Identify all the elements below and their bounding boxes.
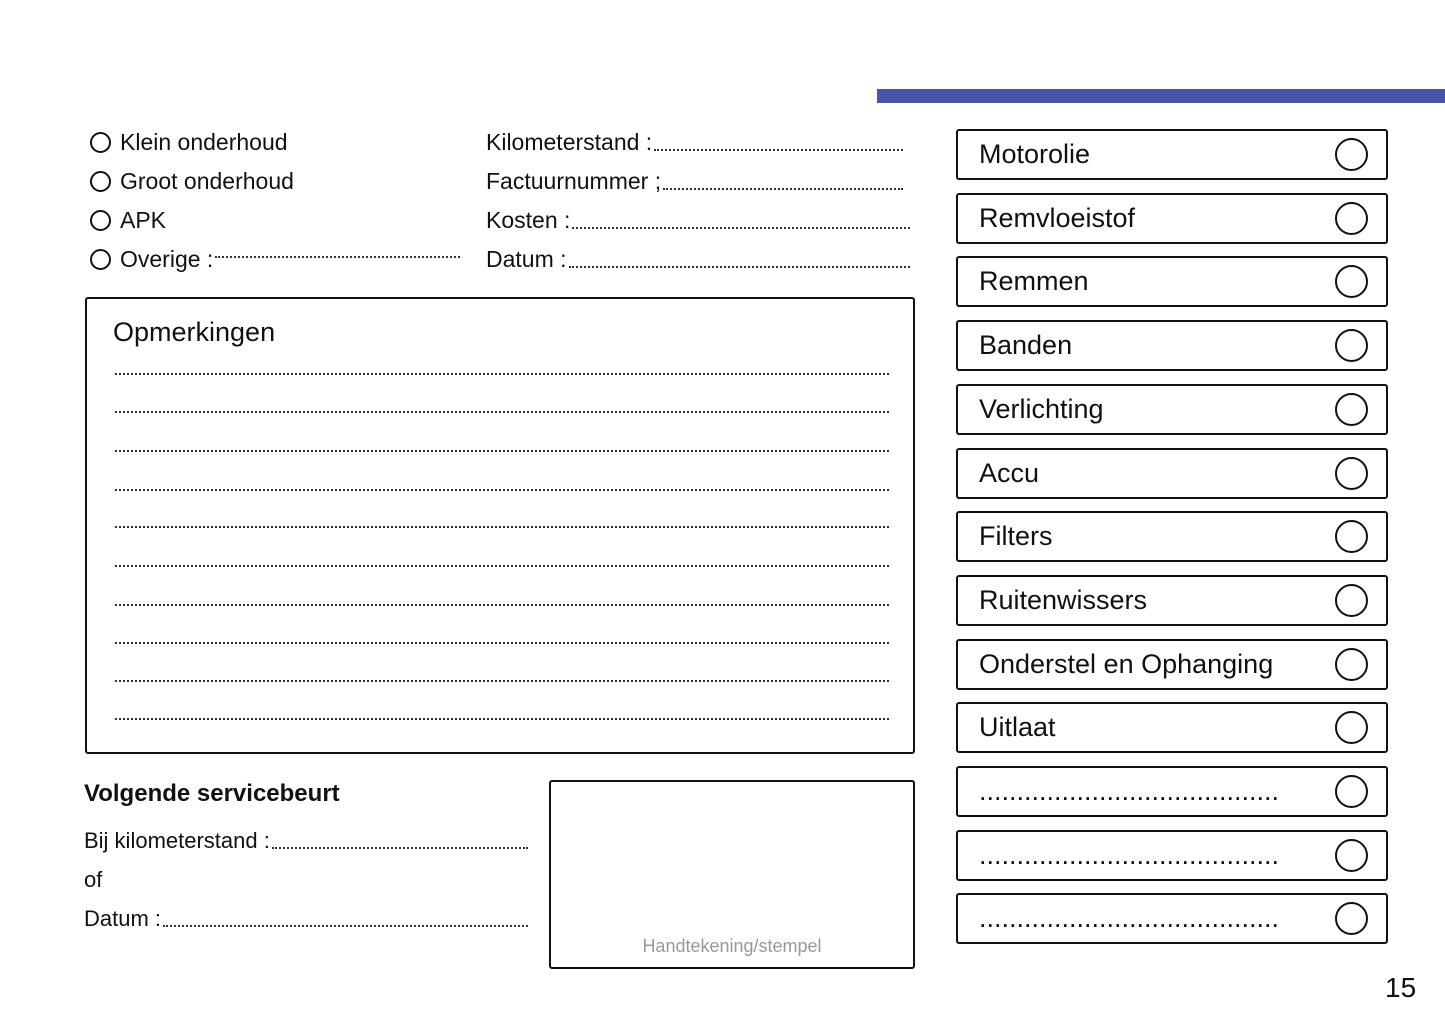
checkbox-circle-icon[interactable] bbox=[1335, 265, 1368, 299]
remarks-line[interactable] bbox=[115, 450, 889, 452]
remarks-line[interactable] bbox=[115, 680, 889, 682]
checklist-label: Remmen bbox=[979, 266, 1089, 297]
checklist-label: Uitlaat bbox=[979, 712, 1056, 743]
checklist-item[interactable]: Verlichting bbox=[956, 383, 1388, 435]
checklist-item[interactable]: Onderstel en Ophanging bbox=[956, 638, 1388, 690]
signature-box[interactable]: Handtekening/stempel bbox=[549, 780, 915, 969]
checkbox-circle-icon[interactable] bbox=[1335, 711, 1368, 745]
field-input-line[interactable] bbox=[654, 149, 903, 151]
checklist-item[interactable]: Ruitenwissers bbox=[956, 574, 1388, 626]
checkbox-circle-icon[interactable] bbox=[1335, 775, 1368, 808]
next-km-input-line[interactable] bbox=[271, 847, 528, 849]
remarks-line[interactable] bbox=[115, 604, 889, 606]
checklist-label: Motorolie bbox=[979, 139, 1091, 169]
checkbox-circle-icon[interactable] bbox=[1335, 201, 1368, 235]
field-datum: Datum : bbox=[486, 245, 910, 273]
option-label: APK bbox=[120, 206, 167, 233]
option-label: Klein onderhoud bbox=[120, 128, 288, 155]
checklist-item[interactable]: Motorolie bbox=[956, 129, 1388, 180]
checklist-label: Remvloeistof bbox=[979, 202, 1136, 233]
checklist-item[interactable]: ........................................ bbox=[956, 893, 1388, 945]
field-input-line[interactable] bbox=[663, 188, 903, 190]
option-label: Overige : bbox=[120, 245, 214, 272]
remarks-line[interactable] bbox=[115, 718, 889, 720]
checklist-label: Accu bbox=[979, 457, 1040, 488]
remarks-line[interactable] bbox=[115, 526, 889, 528]
field-label: Kilometerstand : bbox=[486, 129, 653, 155]
checkbox-circle-icon[interactable] bbox=[1335, 392, 1368, 426]
option-groot-onderhoud[interactable]: Groot onderhoud bbox=[90, 167, 294, 195]
checkbox-circle-icon[interactable] bbox=[1335, 456, 1368, 490]
header-accent-bar bbox=[877, 89, 1445, 103]
checklist-label: ........................................ bbox=[979, 839, 1280, 870]
field-label: Factuurnummer ; bbox=[486, 168, 662, 194]
checklist-item[interactable]: Uitlaat bbox=[956, 702, 1388, 754]
checklist-label: ........................................ bbox=[979, 776, 1280, 806]
checklist-label: ........................................ bbox=[979, 903, 1280, 934]
checkbox-circle-icon[interactable] bbox=[1335, 520, 1368, 554]
remarks-line[interactable] bbox=[115, 373, 889, 375]
remarks-line[interactable] bbox=[115, 642, 889, 644]
field-label: Datum : bbox=[486, 246, 567, 272]
or-label: of bbox=[84, 867, 103, 892]
checkbox-circle-icon[interactable] bbox=[1335, 138, 1368, 171]
radio-circle-icon[interactable] bbox=[90, 209, 111, 231]
remarks-box: Opmerkingen bbox=[85, 297, 915, 754]
option-label: Groot onderhoud bbox=[120, 167, 294, 194]
radio-circle-icon[interactable] bbox=[90, 131, 111, 153]
checkbox-circle-icon[interactable] bbox=[1335, 583, 1368, 617]
radio-circle-icon[interactable] bbox=[90, 170, 111, 192]
option-klein-onderhoud[interactable]: Klein onderhoud bbox=[90, 128, 288, 156]
remarks-line[interactable] bbox=[115, 489, 889, 491]
signature-label: Handtekening/stempel bbox=[642, 936, 822, 956]
field-label: Kosten : bbox=[486, 207, 571, 233]
checklist-item[interactable]: Remvloeistof bbox=[956, 192, 1388, 244]
remarks-title: Opmerkingen bbox=[113, 317, 276, 347]
checkbox-circle-icon[interactable] bbox=[1335, 329, 1368, 363]
checklist-label: Onderstel en Ophanging bbox=[979, 648, 1274, 679]
checklist-label: Filters bbox=[979, 521, 1053, 552]
next-date-input-line[interactable] bbox=[163, 925, 528, 927]
checklist-item[interactable]: Accu bbox=[956, 447, 1388, 499]
checklist-item[interactable]: Banden bbox=[956, 320, 1388, 372]
option-overige[interactable]: Overige : bbox=[90, 245, 460, 273]
remarks-line[interactable] bbox=[115, 411, 889, 413]
field-label: Bij kilometerstand : bbox=[84, 828, 270, 853]
field-kosten: Kosten : bbox=[486, 206, 910, 234]
checklist-item[interactable]: ........................................ bbox=[956, 766, 1388, 817]
overige-input-line[interactable] bbox=[215, 255, 460, 258]
checklist-label: Banden bbox=[979, 330, 1073, 361]
checklist-item[interactable]: ........................................ bbox=[956, 829, 1388, 881]
next-service-title: Volgende servicebeurt bbox=[84, 780, 340, 807]
remarks-line[interactable] bbox=[115, 565, 889, 567]
field-input-line[interactable] bbox=[568, 266, 910, 268]
checkbox-circle-icon[interactable] bbox=[1335, 647, 1368, 681]
next-service-date: Datum : bbox=[84, 904, 528, 932]
field-kilometerstand: Kilometerstand : bbox=[486, 128, 903, 156]
field-input-line[interactable] bbox=[572, 227, 910, 229]
checkbox-circle-icon[interactable] bbox=[1335, 838, 1368, 872]
option-apk[interactable]: APK bbox=[90, 206, 166, 234]
radio-circle-icon[interactable] bbox=[90, 248, 111, 270]
checklist-label: Verlichting bbox=[979, 393, 1104, 424]
field-factuurnummer: Factuurnummer ; bbox=[486, 167, 903, 195]
next-service-km: Bij kilometerstand : bbox=[84, 826, 528, 854]
checklist-item[interactable]: Remmen bbox=[956, 256, 1388, 308]
checkbox-circle-icon[interactable] bbox=[1335, 902, 1368, 936]
checklist-item[interactable]: Filters bbox=[956, 511, 1388, 563]
checklist-label: Ruitenwissers bbox=[979, 584, 1148, 615]
field-label: Datum : bbox=[84, 906, 162, 931]
page-number: 15 bbox=[1385, 972, 1417, 1003]
